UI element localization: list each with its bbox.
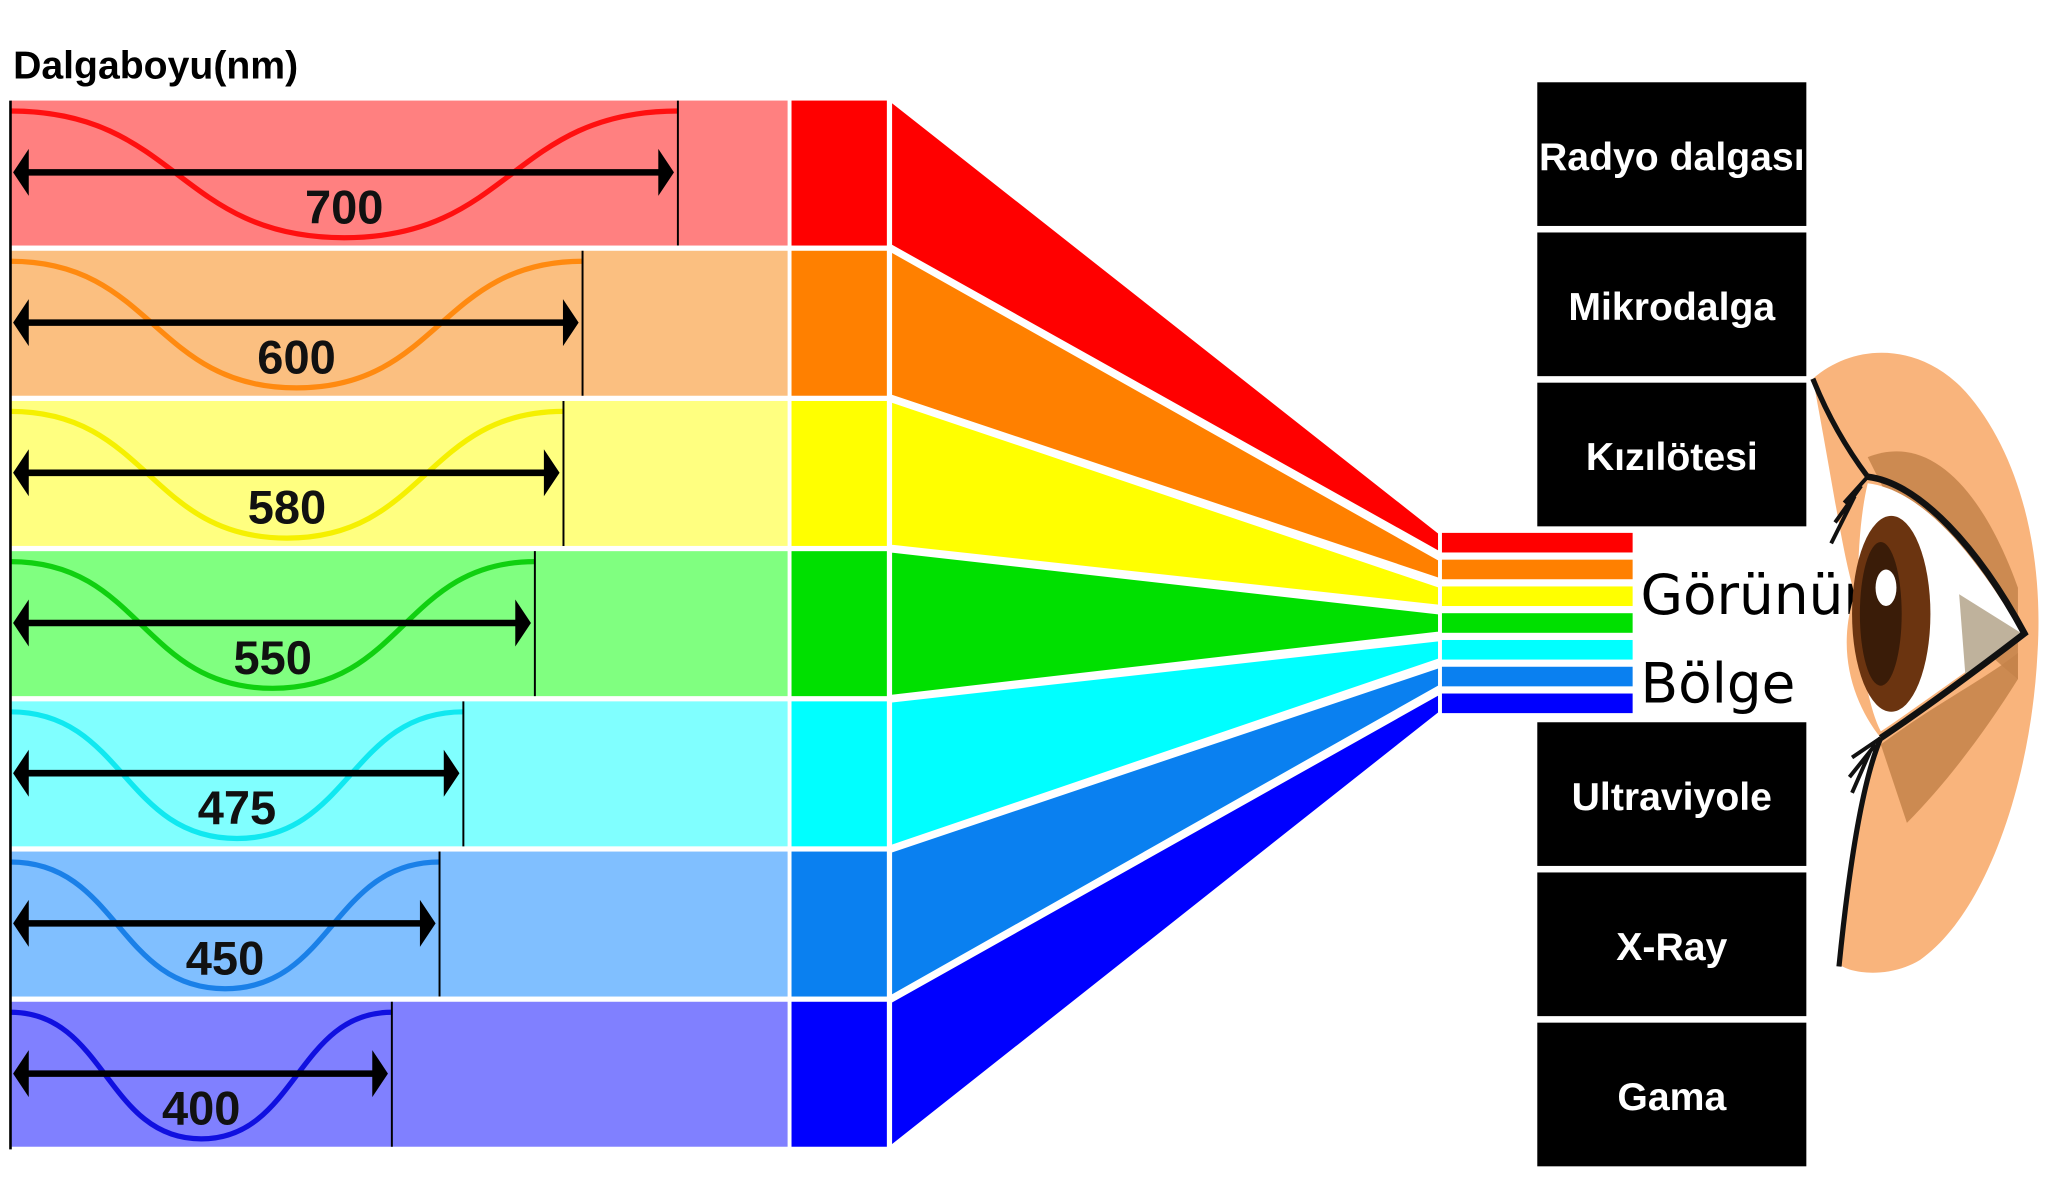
- spectrum-label: Radyo dalgası: [1539, 136, 1805, 179]
- convergence-fan: [889, 97, 1441, 1150]
- fan-band: [889, 399, 1441, 608]
- spectrum-label: Ultraviyole: [1572, 776, 1772, 819]
- color-swatch: [791, 701, 887, 847]
- spectrum-boxes: Radyo dalgası Mikrodalga Kızılötesi Ultravi…: [1537, 82, 1807, 1167]
- spectrum-label: Mikrodalga: [1568, 286, 1776, 329]
- eye-icon: [1810, 352, 2039, 973]
- spectrum-box: [1537, 232, 1807, 377]
- wavelength-label: 550: [233, 631, 311, 684]
- color-swatch: [791, 100, 887, 246]
- wave-curve: [10, 1009, 392, 1142]
- visible-bar: [1441, 666, 1633, 687]
- fan-band: [889, 549, 1441, 698]
- visible-bar: [1441, 532, 1633, 553]
- visible-bar: [1441, 639, 1633, 660]
- spectrum-label: X-Ray: [1616, 926, 1727, 969]
- visible-bar: [1441, 613, 1633, 633]
- wave-curve: [10, 859, 440, 992]
- color-swatch: [791, 551, 887, 697]
- color-swatch: [791, 1001, 887, 1147]
- fan-band: [889, 248, 1441, 582]
- wavelength-label: 400: [162, 1082, 240, 1135]
- wave-curve: [10, 709, 464, 842]
- fan-band: [889, 638, 1441, 849]
- wave-curve: [10, 559, 535, 691]
- wavelength-label: 700: [305, 180, 383, 233]
- wavelength-label: 600: [257, 331, 335, 384]
- fan-band: [889, 97, 1441, 555]
- fan-band: [889, 691, 1441, 1150]
- spectrum-label: Gama: [1617, 1076, 1727, 1119]
- wavelength-title: Dalgaboyu(nm): [13, 44, 298, 87]
- wave-curve: [10, 108, 678, 241]
- color-swatch: [791, 851, 887, 997]
- visible-bar: [1441, 693, 1633, 714]
- color-swatch: [791, 400, 887, 546]
- wave-curve: [10, 258, 583, 391]
- visible-bar: [1441, 586, 1633, 607]
- color-swatch: [791, 250, 887, 396]
- spectrum-label: Kızılötesi: [1586, 436, 1758, 479]
- wave-curve: [10, 408, 564, 541]
- wavelength-label: 475: [198, 781, 276, 834]
- wavelength-rows: 700 600 580 550 475 450 400: [9, 100, 887, 1150]
- fan-band: [889, 664, 1441, 999]
- spectrum-box: [1537, 382, 1807, 527]
- spectrum-box: [1537, 1022, 1807, 1167]
- visible-bar: [1441, 559, 1633, 580]
- spectrum-box: [1537, 872, 1807, 1017]
- wavelength-label: 580: [248, 481, 326, 534]
- wavelength-label: 450: [186, 931, 264, 984]
- spectrum-box: [1537, 82, 1807, 226]
- visible-label-line1: Görünür: [1640, 563, 1866, 627]
- visible-label-line2: Bölge: [1640, 652, 1795, 716]
- visible-spectrum-bars: [1441, 532, 1633, 714]
- spectrum-box: [1537, 722, 1807, 866]
